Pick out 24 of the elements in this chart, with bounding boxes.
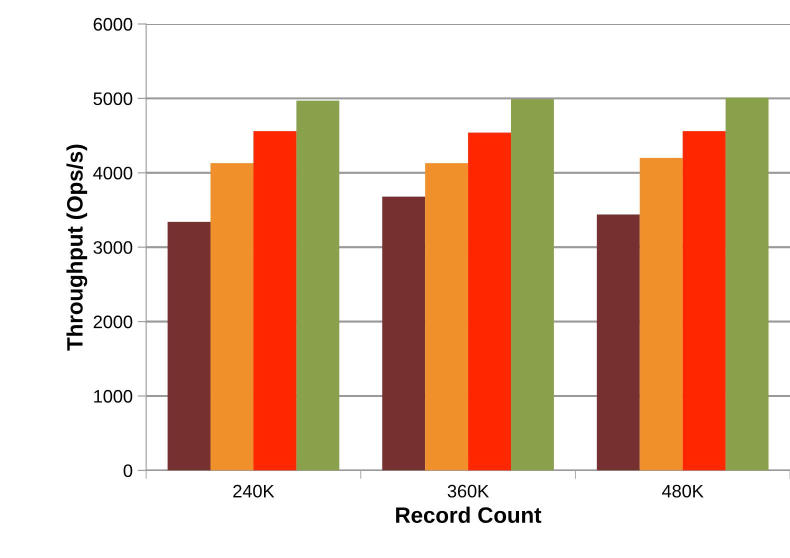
bar — [596, 214, 640, 470]
y-tick-label: 5000 — [94, 92, 132, 106]
x-tick-label: 360K — [448, 484, 489, 498]
x-tick-label: 240K — [233, 484, 274, 498]
y-tick-label: 6000 — [94, 18, 132, 31]
bar — [253, 131, 296, 470]
y-tick-label: 2000 — [94, 316, 132, 328]
x-axis-title: Record Count — [396, 506, 542, 523]
bar — [726, 98, 769, 470]
bar — [296, 100, 340, 470]
bar — [425, 163, 468, 470]
bar — [168, 222, 211, 470]
y-axis-title: Throughput (Ops/s) — [66, 144, 88, 351]
bar — [640, 158, 683, 470]
bar — [511, 99, 554, 470]
bar — [210, 163, 254, 470]
y-tick-label: 4000 — [93, 166, 132, 180]
y-tick-label: 1000 — [94, 390, 132, 403]
y-tick-label: 3000 — [93, 241, 132, 254]
bar — [382, 196, 426, 470]
x-tick-label: 480K — [662, 484, 704, 498]
bar — [682, 131, 726, 470]
bar — [468, 132, 511, 470]
y-tick-label: 0 — [124, 464, 132, 478]
